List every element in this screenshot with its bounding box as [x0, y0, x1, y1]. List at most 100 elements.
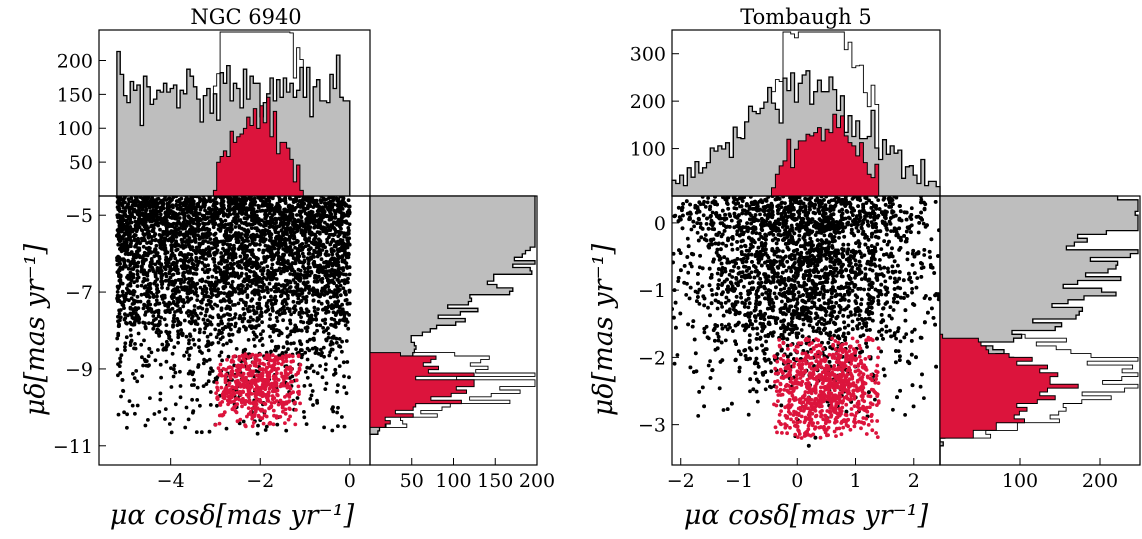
field-star-point — [173, 291, 178, 296]
field-star-point — [291, 200, 296, 205]
field-star-point — [213, 241, 218, 246]
field-star-point — [276, 259, 281, 264]
field-star-point — [336, 220, 341, 224]
field-star-point — [313, 351, 318, 355]
field-star-point — [344, 298, 349, 302]
field-star-point — [302, 410, 306, 414]
field-star-point — [118, 360, 123, 364]
y-tick-label: −11 — [53, 436, 93, 458]
field-star-point — [298, 222, 303, 227]
field-star-point — [260, 320, 264, 325]
field-star-point — [203, 239, 208, 243]
field-star-point — [256, 203, 261, 208]
field-star-point — [172, 231, 177, 236]
field-star-point — [204, 279, 208, 284]
field-star-point — [222, 313, 227, 318]
member-star-point — [281, 409, 285, 414]
field-star-point — [293, 258, 298, 263]
field-star-point — [289, 341, 293, 346]
field-star-point — [260, 272, 265, 277]
field-star-point — [346, 213, 351, 218]
field-star-point — [187, 206, 192, 211]
field-star-point — [274, 328, 279, 333]
member-star-point — [266, 390, 271, 395]
field-star-point — [244, 256, 248, 260]
field-star-point — [116, 319, 120, 324]
field-star-point — [282, 258, 286, 263]
field-star-point — [255, 305, 260, 310]
member-star-point — [256, 413, 261, 418]
member-star-point — [223, 374, 228, 379]
field-star-point — [241, 419, 246, 424]
member-star-point — [250, 352, 255, 357]
field-star-point — [132, 346, 136, 351]
field-star-point — [233, 321, 238, 326]
field-star-point — [186, 252, 191, 256]
field-star-point — [319, 301, 324, 306]
member-star-point — [271, 422, 276, 427]
field-star-point — [194, 255, 199, 260]
field-star-point — [193, 233, 197, 238]
field-star-point — [203, 264, 208, 269]
field-star-point — [139, 342, 144, 347]
field-star-point — [250, 209, 255, 213]
field-star-point — [175, 267, 180, 272]
member-star-point — [223, 380, 228, 385]
field-star-point — [125, 425, 129, 430]
field-star-point — [242, 312, 246, 317]
member-star-point — [276, 361, 281, 366]
field-star-point — [155, 294, 159, 299]
field-star-point — [194, 205, 198, 210]
field-star-point — [120, 246, 125, 250]
field-star-point — [182, 216, 187, 220]
field-star-point — [146, 418, 150, 422]
field-star-point — [128, 311, 133, 316]
field-star-point — [116, 198, 121, 203]
field-star-point — [338, 255, 343, 260]
field-star-point — [332, 220, 336, 225]
field-star-point — [299, 204, 304, 209]
field-star-point — [229, 283, 234, 288]
field-star-point — [239, 271, 244, 276]
field-star-point — [254, 242, 259, 247]
field-star-point — [155, 327, 160, 332]
field-star-point — [312, 338, 316, 342]
field-star-point — [268, 247, 272, 252]
field-star-point — [169, 222, 173, 227]
field-star-point — [185, 295, 190, 300]
field-star-point — [204, 216, 209, 221]
field-star-point — [159, 375, 164, 380]
member-star-point — [297, 366, 302, 371]
field-star-point — [230, 254, 235, 259]
right-hist-tick-label: 100 — [435, 470, 471, 492]
field-star-point — [343, 323, 348, 328]
field-star-point — [158, 266, 163, 270]
field-star-point — [169, 243, 174, 248]
field-star-point — [227, 226, 232, 231]
field-star-point — [316, 351, 321, 356]
field-star-point — [295, 328, 300, 333]
member-star-point — [226, 402, 231, 407]
field-star-point — [285, 340, 289, 345]
field-star-point — [175, 259, 180, 264]
field-star-point — [346, 241, 350, 246]
field-star-point — [340, 218, 344, 223]
field-star-point — [345, 236, 349, 240]
field-star-point — [227, 247, 232, 251]
field-star-point — [131, 209, 136, 214]
field-star-point — [293, 304, 297, 309]
field-star-point — [313, 219, 318, 224]
field-star-point — [288, 318, 292, 323]
field-star-point — [267, 324, 272, 329]
field-star-point — [190, 220, 194, 224]
field-star-point — [204, 247, 209, 252]
field-star-point — [316, 299, 321, 304]
field-star-point — [207, 429, 212, 434]
field-star-point — [219, 251, 224, 255]
field-star-point — [347, 272, 352, 277]
field-star-point — [250, 241, 255, 245]
field-star-point — [167, 231, 172, 236]
field-star-point — [164, 274, 169, 279]
field-star-point — [282, 209, 287, 213]
field-star-point — [227, 204, 232, 209]
